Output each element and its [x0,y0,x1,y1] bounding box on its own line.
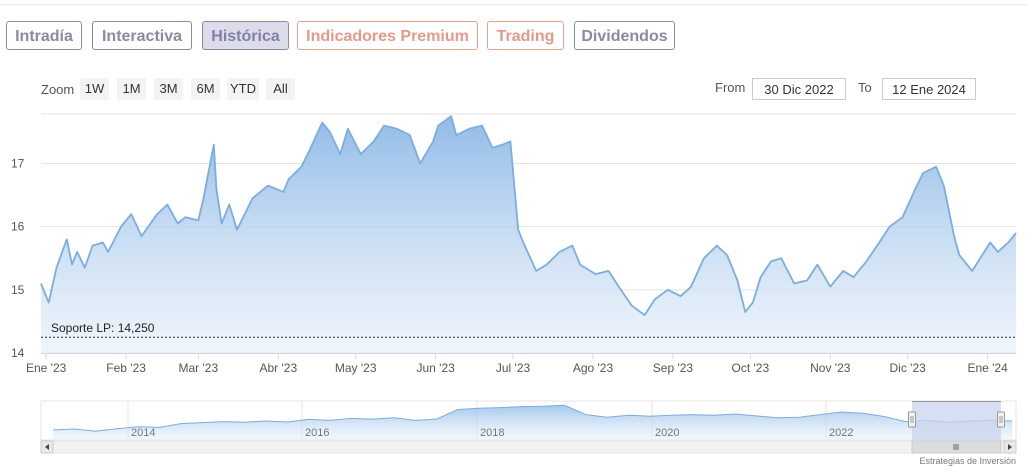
zoom-ytd-button[interactable]: YTD [227,78,259,100]
y-tick-label: 16 [11,220,25,234]
navigator[interactable]: 2014 2016 2018 2020 2022 [40,400,1017,454]
zoom-label: Zoom [41,82,75,97]
x-tick-label: Ago '23 [573,361,614,375]
tab-historica[interactable]: Histórica [202,21,289,50]
x-tick-label: Dic '23 [890,361,927,375]
x-tick-label: Jul '23 [496,361,531,375]
zoom-1m-button[interactable]: 1M [117,78,146,100]
navigator-tick-label: 2020 [655,427,679,439]
x-tick-label: Mar '23 [179,361,219,375]
tab-intradia[interactable]: Intradía [6,21,82,50]
navigator-tick-label: 2018 [480,427,504,439]
tab-interactiva[interactable]: Interactiva [92,21,192,50]
x-tick-label: Jun '23 [416,361,455,375]
support-line-group: Soporte LP: 14,250 [41,321,1016,338]
zoom-all-button[interactable]: All [266,78,295,100]
credit-text: Estrategias de Inversión [919,456,1016,466]
zoom-1w-button[interactable]: 1W [80,78,109,100]
y-tick-label: 17 [11,157,25,171]
x-tick-label: May '23 [335,361,377,375]
navigator-selection-mask[interactable] [912,401,1001,440]
price-line [40,115,1017,316]
navigator-line [52,404,1013,432]
tab-dividendos[interactable]: Dividendos [574,21,675,50]
to-label: To [858,80,872,95]
x-tick-label: Sep '23 [653,361,694,375]
top-divider [0,4,1027,5]
y-axis-labels: 14 15 16 17 [11,157,25,360]
chevron-left-icon [45,444,49,450]
x-tick-label: Feb '23 [106,361,146,375]
support-line-label: Soporte LP: 14,250 [51,321,155,335]
navigator-scrollbar-track[interactable] [40,440,1017,454]
x-tick-label: Ene '23 [26,361,67,375]
price-series [40,115,1017,353]
to-date-input[interactable]: 12 Ene 2024 [882,78,976,100]
x-axis-labels: Ene '23 Feb '23 Mar '23 Abr '23 May '23 Jun '… [26,353,1008,375]
navigator-tick-label: 2014 [131,427,155,439]
zoom-6m-button[interactable]: 6M [191,78,220,100]
navigator-handle-left[interactable] [908,411,916,428]
navigator-handle-right[interactable] [997,411,1005,428]
zoom-3m-button[interactable]: 3M [154,78,183,100]
x-tick-label: Oct '23 [732,361,770,375]
y-tick-label: 14 [11,346,25,360]
tab-trading[interactable]: Trading [487,21,564,50]
x-tick-label: Abr '23 [259,361,297,375]
price-area [41,116,1016,353]
y-tick-label: 15 [11,283,25,297]
tab-indicadores-premium[interactable]: Indicadores Premium [297,21,478,50]
navigator-tick-label: 2022 [829,427,853,439]
navigator-tick-label: 2016 [305,427,329,439]
x-tick-label: Ene '24 [967,361,1008,375]
from-date-input[interactable]: 30 Dic 2022 [752,78,846,100]
from-label: From [715,80,746,95]
chevron-right-icon [1008,444,1012,450]
navigator-area [53,405,1012,440]
x-tick-label: Nov '23 [810,361,851,375]
